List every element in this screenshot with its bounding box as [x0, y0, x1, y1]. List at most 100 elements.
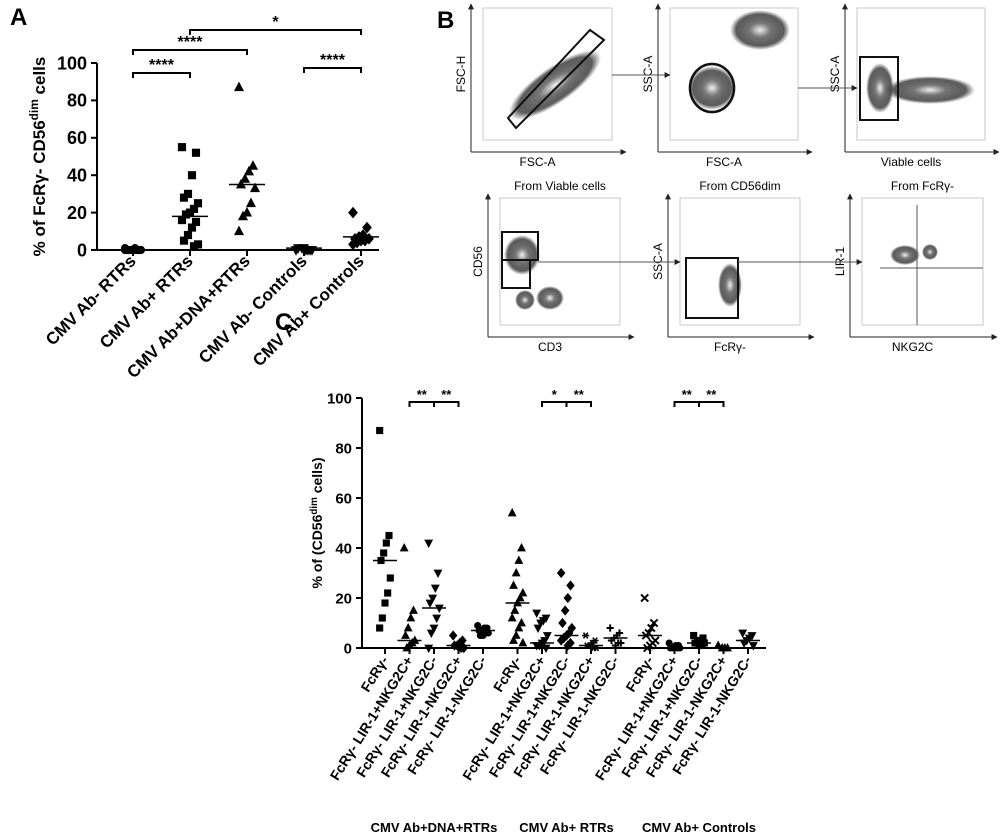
dot: [690, 631, 698, 640]
dot: [606, 624, 614, 632]
flow-title: From CD56dim: [699, 179, 780, 193]
dot: [376, 426, 384, 435]
dot: [177, 143, 187, 152]
dot: [507, 612, 517, 622]
dot: [514, 622, 524, 632]
dot: [187, 223, 197, 232]
dot: [428, 594, 438, 604]
dot: [245, 197, 257, 208]
dot: [429, 624, 439, 634]
y-axis-label-part: % of FcRγ- CD56: [30, 120, 49, 256]
dot: [448, 630, 458, 641]
flow-x-label: FcRγ-: [714, 340, 746, 354]
dot: [382, 539, 390, 547]
dot: [403, 622, 413, 632]
dot: [456, 642, 466, 654]
dot: [381, 599, 389, 607]
significance-label: ****: [320, 52, 346, 69]
significance-label: **: [706, 387, 717, 402]
dot: [243, 165, 255, 176]
dot: [563, 592, 573, 604]
y-tick-label: 20: [67, 203, 87, 223]
dot: [476, 631, 484, 640]
dot: [536, 619, 546, 629]
dot: [533, 624, 543, 634]
panel-label: C: [275, 309, 292, 336]
dot: [582, 632, 590, 639]
dot: [401, 630, 410, 639]
flow-y-label: SSC-A: [641, 56, 655, 93]
dot: [515, 592, 525, 602]
dot: [237, 210, 249, 221]
cell-population: [922, 244, 938, 260]
cell-population: [688, 66, 736, 110]
flow-x-label: Viable cells: [881, 155, 941, 169]
dot: [647, 623, 656, 633]
y-tick-label: 100: [57, 53, 87, 73]
panel-label: B: [437, 7, 454, 34]
dot: [509, 635, 518, 644]
dot: [385, 531, 393, 540]
dot: [402, 642, 412, 652]
flow-x-label: NKG2C: [892, 340, 934, 354]
significance-bracket: [541, 401, 568, 407]
y-tick-label: 80: [335, 440, 352, 457]
y-axis-label-part: cells: [30, 57, 49, 100]
dot: [556, 635, 566, 646]
y-axis-label-part: % of (CD56: [309, 514, 325, 588]
cell-population: [515, 290, 535, 310]
significance-label: **: [441, 387, 452, 402]
dot: [517, 542, 526, 552]
significance-label: **: [417, 387, 428, 402]
significance-label: **: [574, 387, 585, 402]
dot: [424, 644, 434, 654]
cell-population: [536, 286, 564, 310]
group-label: CMV Ab+ Controls: [642, 820, 756, 835]
dot: [556, 567, 566, 579]
flow-x-label: FSC-A: [706, 155, 742, 169]
dot: [430, 584, 440, 594]
gate: [506, 28, 606, 130]
y-tick-label: 0: [77, 240, 87, 260]
dot: [611, 641, 620, 650]
dot: [511, 630, 521, 639]
y-tick-label: 60: [335, 490, 352, 507]
y-axis-label-part: cells): [309, 457, 325, 497]
dot: [191, 148, 201, 157]
dot: [247, 160, 259, 170]
cell-population: [508, 50, 602, 120]
y-axis-label-part: dim: [309, 497, 320, 515]
dot: [509, 580, 518, 589]
dot: [384, 589, 392, 597]
cell-population: [718, 263, 742, 307]
dot: [748, 642, 758, 651]
cell-population: [730, 10, 790, 50]
y-axis-label: % of (CD56dim cells): [309, 457, 326, 588]
gate: [859, 56, 899, 121]
dot: [425, 599, 435, 609]
dot: [179, 236, 189, 245]
dot: [249, 182, 261, 193]
significance-bracket: [408, 401, 435, 407]
dot: [241, 206, 253, 217]
dot: [507, 507, 517, 517]
gate: [685, 257, 739, 319]
dot: [187, 171, 197, 180]
significance-bracket: [132, 49, 248, 55]
dot: [348, 238, 358, 251]
y-tick-label: 0: [344, 640, 352, 657]
significance-bracket: [698, 401, 725, 407]
flow-title: From Viable cells: [514, 179, 606, 193]
y-tick-label: 80: [67, 91, 87, 111]
dot: [566, 580, 575, 591]
dot: [518, 587, 528, 597]
dot: [426, 629, 436, 639]
significance-bracket: [433, 401, 460, 407]
significance-label: *: [552, 387, 558, 402]
flow-x-label: CD3: [538, 340, 562, 354]
dot: [563, 640, 573, 651]
gate: [880, 205, 983, 325]
dot: [348, 206, 358, 219]
flow-title: From FcRγ-: [891, 179, 954, 193]
gate: [501, 231, 539, 289]
